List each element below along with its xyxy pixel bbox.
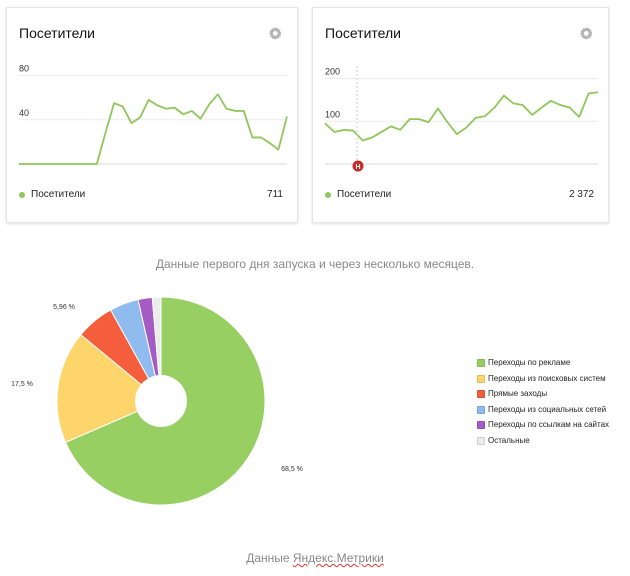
- visitors-series-line: [19, 93, 288, 165]
- legend-label: Переходы по рекламе: [488, 358, 571, 367]
- legend-label: Переходы по ссылкам на сайтах: [488, 420, 610, 429]
- series-dot: [325, 192, 331, 198]
- caption-bottom: Данные Яндекс.Метрики: [0, 551, 630, 565]
- pie-slice: [56, 334, 162, 443]
- legend-swatch: [477, 359, 485, 367]
- visitors-card-months-later: Посетители 200 100 H Посетители 2 372: [312, 7, 609, 223]
- caption-top: Данные первого дня запуска и через неско…: [155, 257, 475, 271]
- series-dot: [19, 192, 25, 198]
- chart-legend: Посетители 711: [19, 189, 283, 203]
- legend-label: Прямые заходы: [488, 389, 548, 398]
- y-tick-label: 80: [19, 64, 29, 74]
- caption-text: Данные: [246, 551, 293, 565]
- chart-legend: Посетители 2 372: [325, 189, 594, 203]
- y-tick-label: 40: [19, 108, 29, 118]
- donut-hole: [135, 375, 187, 427]
- y-tick-label: 200: [325, 67, 340, 77]
- legend-swatch: [477, 421, 485, 429]
- legend-label: Переходы из поисковых систем: [488, 373, 606, 383]
- slice-value-label: 17,5 %: [11, 381, 33, 388]
- visitors-total: 2 372: [568, 189, 594, 200]
- card-title: Посетители: [325, 25, 401, 41]
- legend-swatch: [477, 436, 485, 445]
- slice-value-label: 5,96 %: [53, 304, 75, 311]
- legend-swatch: [477, 405, 485, 414]
- annotation-marker[interactable]: [352, 160, 364, 172]
- visitors-series-line: [324, 91, 599, 142]
- visitors-total: 711: [267, 189, 283, 200]
- traffic-sources-pie-chart: 68,5 % 17,5 % 5,96 %: [11, 296, 303, 506]
- legend-swatch: [477, 390, 485, 398]
- legend-label: Переходы из социальных сетей: [488, 404, 607, 414]
- legend-label: Остальные: [488, 435, 530, 445]
- slice-value-label: 68,5 %: [281, 466, 303, 473]
- annotation-marker-label: H: [355, 164, 360, 171]
- legend-label: Посетители: [337, 189, 392, 200]
- visitors-line-chart-1: 80 40: [19, 64, 288, 165]
- legend-label: Посетители: [31, 189, 86, 200]
- visitors-card-day-one: Посетители 80 40 Посетители 711: [6, 7, 298, 223]
- y-tick-label: 100: [325, 109, 340, 119]
- card-title: Посетители: [19, 25, 95, 41]
- gear-icon[interactable]: [267, 26, 283, 42]
- pie-slice: [151, 296, 162, 402]
- visitors-line-chart-2: 200 100 H: [324, 66, 599, 172]
- legend-swatch: [477, 374, 485, 383]
- gear-icon[interactable]: [578, 26, 594, 42]
- caption-link-text: Яндекс.Метрики: [292, 551, 384, 565]
